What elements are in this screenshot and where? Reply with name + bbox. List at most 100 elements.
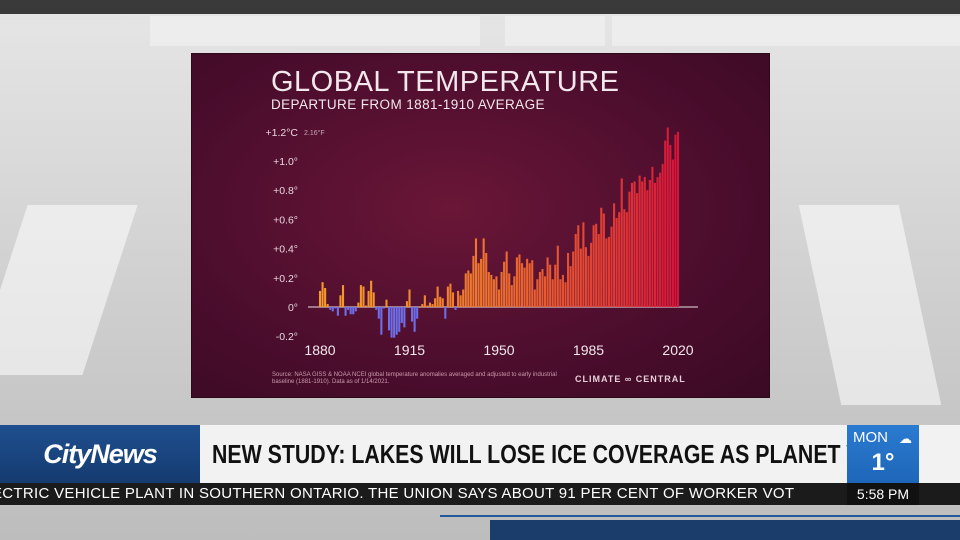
weather-widget: MON ☁ 1° <box>847 425 919 483</box>
bar-1897 <box>362 286 365 307</box>
x-tick-label: 1950 <box>483 342 514 358</box>
bar-1978 <box>569 266 572 307</box>
wall-panel <box>612 16 960 46</box>
wall-panel <box>150 16 480 46</box>
bar-1991 <box>602 213 605 307</box>
bar-1946 <box>487 271 490 307</box>
bar-2001 <box>628 191 631 307</box>
chart-source-note: Source: NASA GISS & NOAA NCEI global tem… <box>272 372 557 385</box>
bar-1890 <box>344 307 347 316</box>
y-tick-label: +0.4° <box>273 244 298 256</box>
bar-1886 <box>334 307 337 309</box>
bar-1923 <box>428 302 432 307</box>
bar-2013 <box>659 172 662 307</box>
bar-1931 <box>449 283 452 307</box>
y-tick-label: +1.0° <box>273 156 298 168</box>
bar-1943 <box>480 258 483 307</box>
bar-1958 <box>518 254 521 307</box>
bar-1920 <box>421 304 424 307</box>
bar-1948 <box>492 279 495 307</box>
bar-1975 <box>561 274 564 307</box>
bar-1907 <box>387 307 391 331</box>
bar-1889 <box>341 285 345 307</box>
bar-2005 <box>638 175 641 307</box>
bar-1936 <box>462 289 465 307</box>
bar-1880 <box>318 290 322 307</box>
bar-1947 <box>490 274 493 307</box>
bar-2016 <box>666 127 669 307</box>
bar-1956 <box>513 276 516 307</box>
bar-2010 <box>651 166 654 307</box>
bar-1986 <box>590 242 593 307</box>
bar-2014 <box>661 163 664 307</box>
bar-1924 <box>431 304 434 307</box>
bar-1918 <box>416 307 419 319</box>
bar-1881 <box>321 282 324 307</box>
bar-1927 <box>439 296 442 307</box>
bar-1962 <box>528 263 531 307</box>
bar-1966 <box>538 271 541 307</box>
bar-1899 <box>367 290 370 307</box>
bar-2018 <box>671 159 674 307</box>
bar-1942 <box>477 263 480 307</box>
bar-1953 <box>505 251 508 307</box>
bar-1916 <box>411 307 414 322</box>
bar-1921 <box>423 295 426 307</box>
bar-2006 <box>641 181 644 307</box>
chart-subtitle: DEPARTURE FROM 1881-1910 AVERAGE <box>271 97 545 112</box>
y-tick-label: +0.6° <box>273 214 298 226</box>
bar-1945 <box>485 252 488 307</box>
bar-1925 <box>434 298 437 307</box>
bar-1976 <box>564 282 567 307</box>
bar-1906 <box>385 299 388 307</box>
bar-1977 <box>566 252 570 307</box>
top-strip <box>0 0 960 14</box>
bar-2000 <box>625 212 628 307</box>
bar-1951 <box>500 271 503 307</box>
bar-1900 <box>370 280 373 307</box>
chart-screen: -0.2° 0° +0.2° +0.4° +0.6° +0.8° +1.0° +1.2°C 2.… <box>192 54 769 397</box>
bar-1950 <box>497 289 501 307</box>
bar-1898 <box>364 305 368 307</box>
bar-1910 <box>395 307 398 335</box>
bar-2015 <box>664 140 667 307</box>
bar-1908 <box>390 307 393 338</box>
bar-1979 <box>572 251 575 307</box>
bar-1982 <box>579 248 582 307</box>
bar-1917 <box>413 307 416 332</box>
y-tick-label: 0° <box>288 302 298 314</box>
bottom-accent-bar <box>490 520 960 540</box>
bar-1911 <box>398 307 401 332</box>
wall-decor <box>798 205 942 405</box>
top-tick-fahrenheit-label: 2.16°F <box>304 129 325 137</box>
bar-1905 <box>382 307 385 309</box>
x-tick-label: 1985 <box>573 342 604 358</box>
y-tick-label: +0.8° <box>273 185 298 197</box>
bar-1933 <box>454 307 457 310</box>
bar-2011 <box>653 182 657 307</box>
weather-day: MON <box>853 429 888 446</box>
bar-1995 <box>613 203 616 307</box>
ticker-tail <box>919 483 960 505</box>
bar-1896 <box>359 285 362 307</box>
bar-2019 <box>674 134 677 307</box>
bar-1983 <box>582 222 585 307</box>
bar-1961 <box>526 258 529 307</box>
bar-1888 <box>339 295 342 307</box>
bar-1914 <box>405 301 408 307</box>
bar-1902 <box>375 307 378 310</box>
weather-temperature: 1° <box>871 449 895 476</box>
bar-1884 <box>329 307 332 310</box>
bar-2003 <box>633 181 636 307</box>
bar-1963 <box>531 260 534 307</box>
bar-1999 <box>623 209 626 307</box>
bar-1993 <box>607 236 611 307</box>
bar-1903 <box>377 307 380 319</box>
bar-1940 <box>472 255 475 307</box>
temperature-bar-chart: -0.2° 0° +0.2° +0.4° +0.6° +0.8° +1.0° +1.2°C 2.… <box>265 127 698 358</box>
cloud-icon: ☁ <box>899 431 912 446</box>
bar-1901 <box>372 292 375 307</box>
ticker-text: ECTRIC VEHICLE PLANT IN SOUTHERN ONTARIO… <box>0 485 795 502</box>
bar-2017 <box>669 144 672 307</box>
bar-2008 <box>646 190 649 307</box>
